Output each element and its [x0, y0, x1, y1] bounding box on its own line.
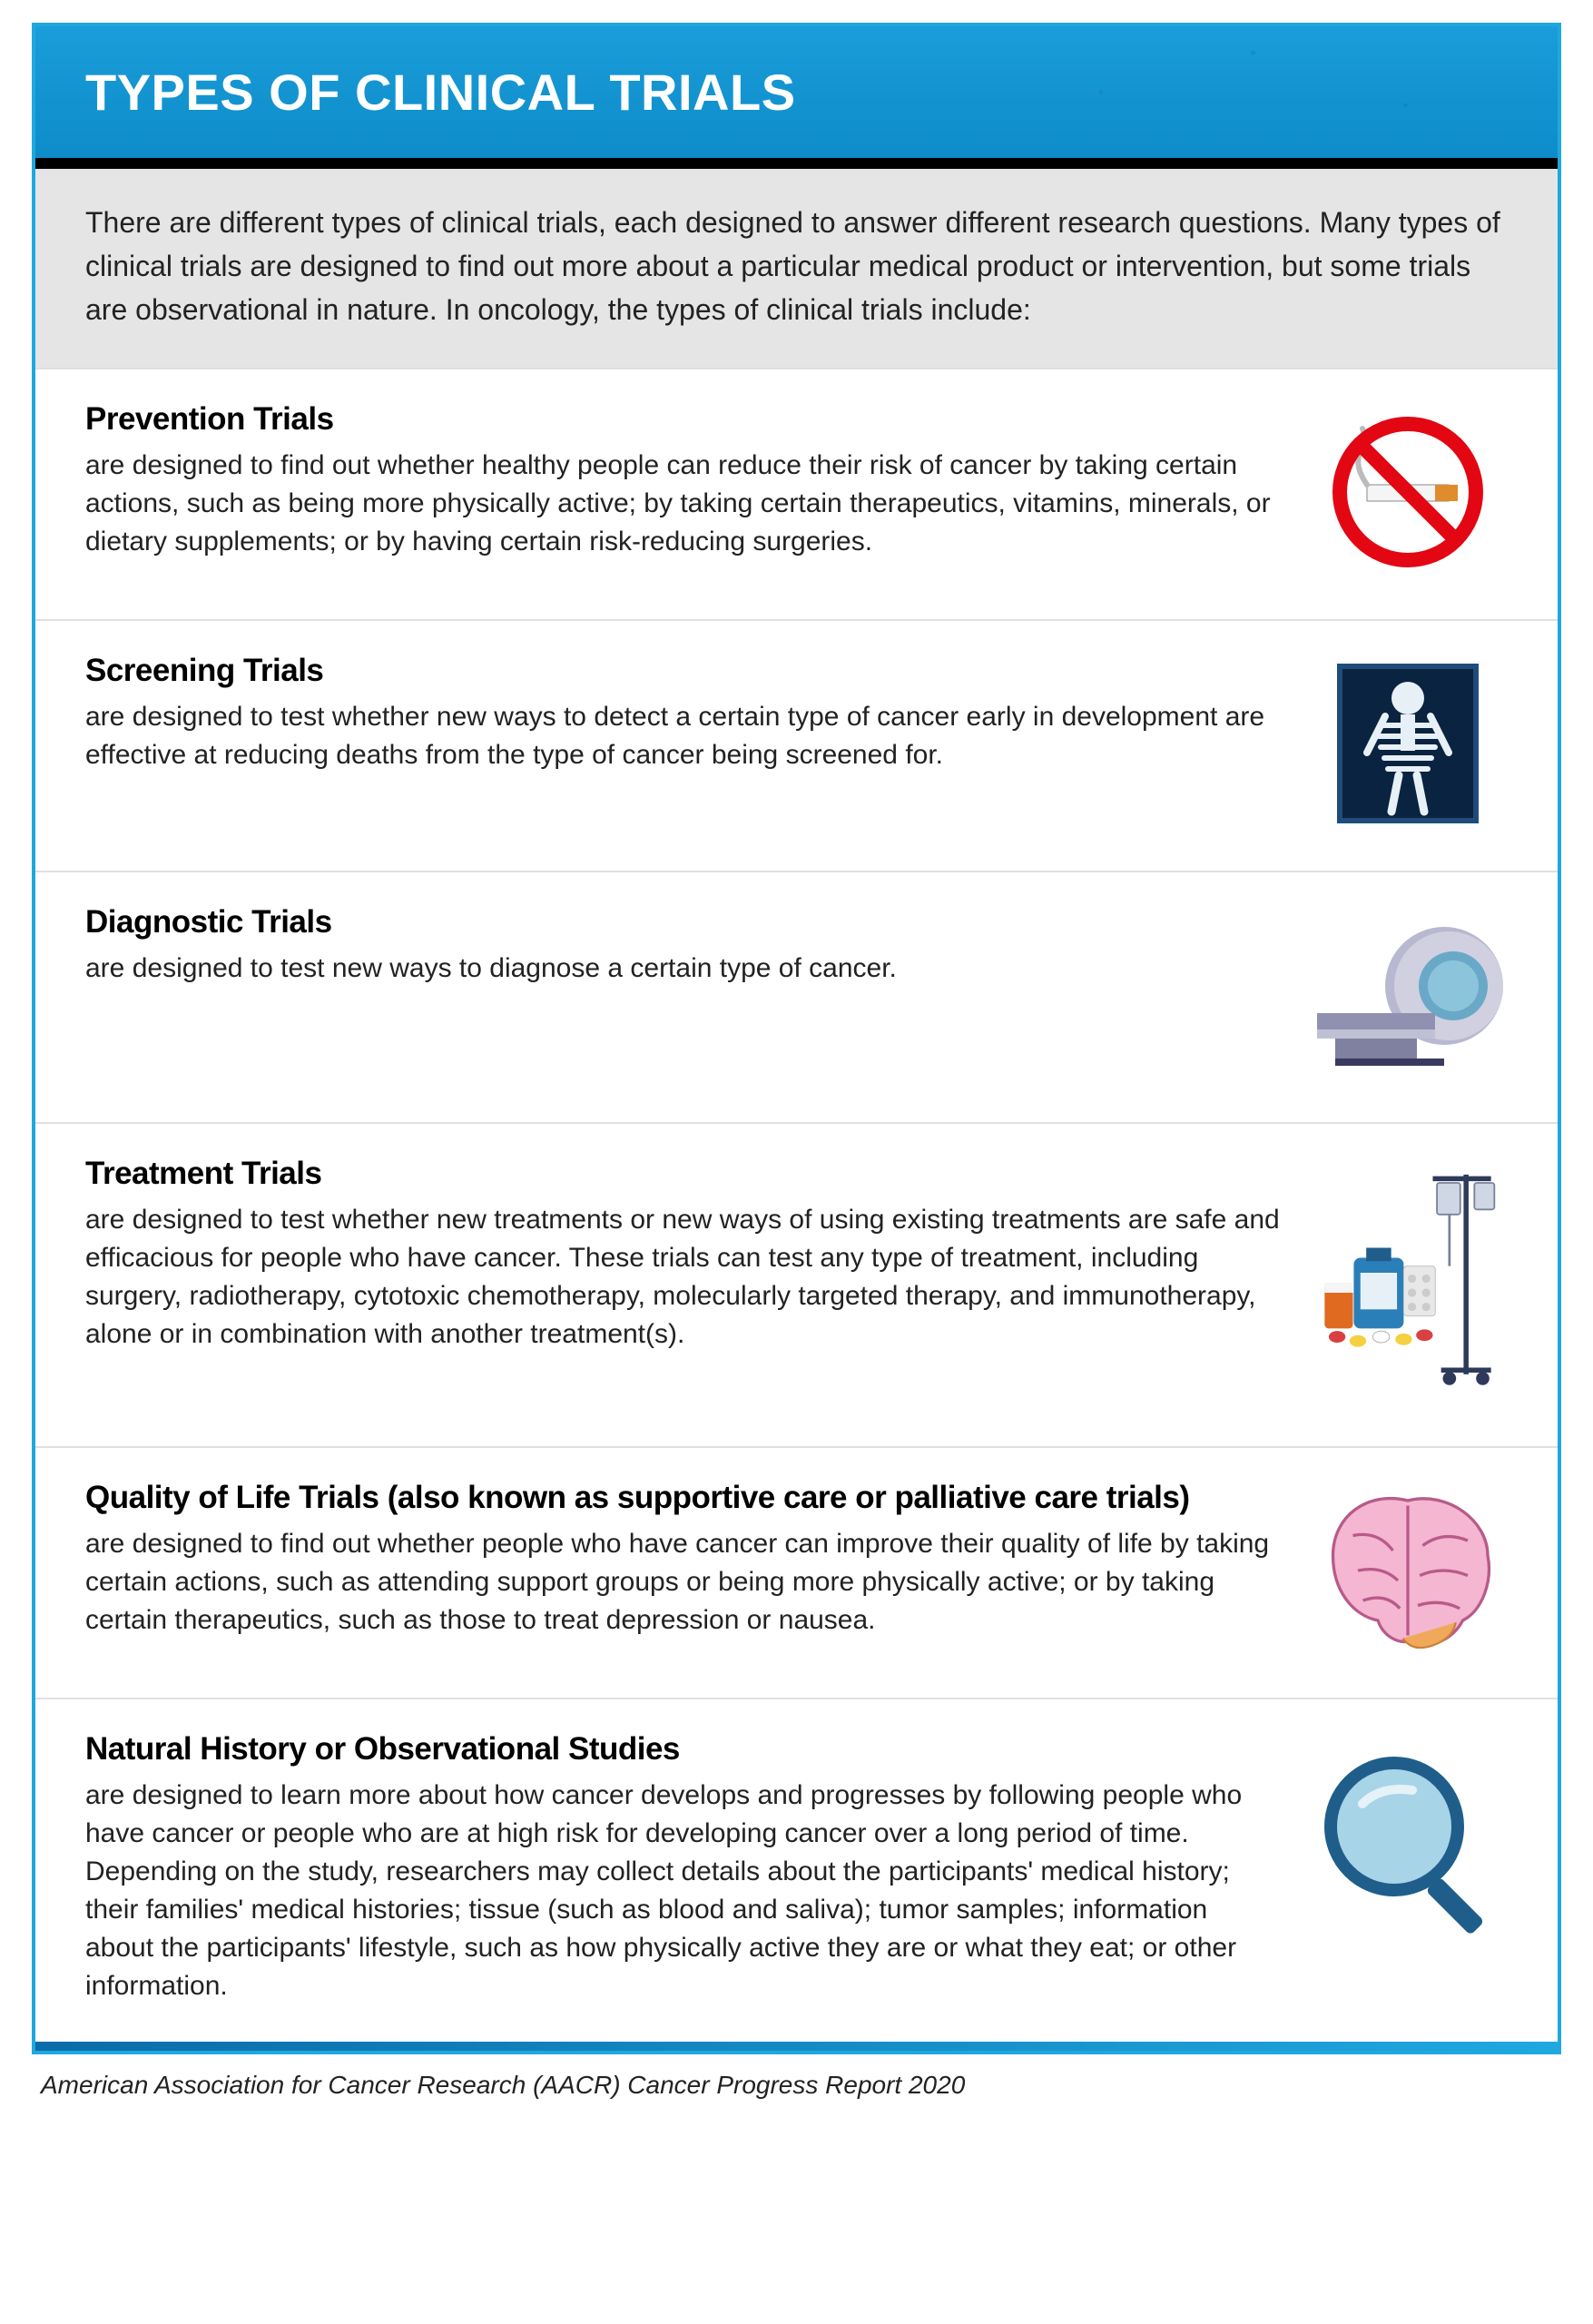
- section-title: Prevention Trials: [85, 401, 1281, 438]
- section-diagnostic: Diagnostic Trials are designed to test n…: [35, 871, 1558, 1122]
- section-title: Treatment Trials: [85, 1156, 1281, 1192]
- magnifier-icon: [1308, 1731, 1508, 1949]
- section-prevention: Prevention Trials are designed to find o…: [35, 368, 1558, 619]
- section-body: are designed to test whether new ways to…: [85, 698, 1281, 774]
- section-quality-of-life: Quality of Life Trials (also known as su…: [35, 1446, 1558, 1698]
- section-treatment: Treatment Trials are designed to test wh…: [35, 1122, 1558, 1446]
- section-screening: Screening Trials are designed to test wh…: [35, 619, 1558, 871]
- section-body: are designed to find out whether healthy…: [85, 447, 1281, 561]
- footer-bar: [35, 2042, 1558, 2051]
- source-citation: American Association for Cancer Research…: [32, 2054, 1561, 2100]
- section-title: Natural History or Observational Studies: [85, 1731, 1281, 1768]
- section-text: Natural History or Observational Studies…: [85, 1731, 1281, 2005]
- section-text: Quality of Life Trials (also known as su…: [85, 1480, 1281, 1640]
- section-observational: Natural History or Observational Studies…: [35, 1698, 1558, 2042]
- iv-medicine-icon: [1308, 1156, 1508, 1410]
- section-text: Prevention Trials are designed to find o…: [85, 401, 1281, 561]
- section-title: Diagnostic Trials: [85, 904, 1281, 940]
- brain-icon: [1308, 1480, 1508, 1661]
- card: TYPES OF CLINICAL TRIALS There are diffe…: [32, 23, 1561, 2054]
- section-body: are designed to test whether new treatme…: [85, 1201, 1281, 1354]
- header: TYPES OF CLINICAL TRIALS: [35, 26, 1558, 158]
- section-text: Screening Trials are designed to test wh…: [85, 653, 1281, 774]
- section-body: are designed to test new ways to diagnos…: [85, 950, 1281, 988]
- no-smoking-icon: [1308, 401, 1508, 583]
- page: TYPES OF CLINICAL TRIALS There are diffe…: [0, 0, 1593, 2122]
- section-body: are designed to learn more about how can…: [85, 1777, 1281, 2005]
- section-title: Quality of Life Trials (also known as su…: [85, 1480, 1281, 1516]
- section-text: Treatment Trials are designed to test wh…: [85, 1156, 1281, 1354]
- section-body: are designed to find out whether people …: [85, 1525, 1281, 1640]
- xray-icon: [1308, 653, 1508, 834]
- section-text: Diagnostic Trials are designed to test n…: [85, 904, 1281, 988]
- section-title: Screening Trials: [85, 653, 1281, 689]
- header-divider: [35, 158, 1558, 169]
- ct-scanner-icon: [1308, 904, 1508, 1086]
- page-title: TYPES OF CLINICAL TRIALS: [85, 63, 1512, 122]
- intro-text: There are different types of clinical tr…: [35, 169, 1558, 368]
